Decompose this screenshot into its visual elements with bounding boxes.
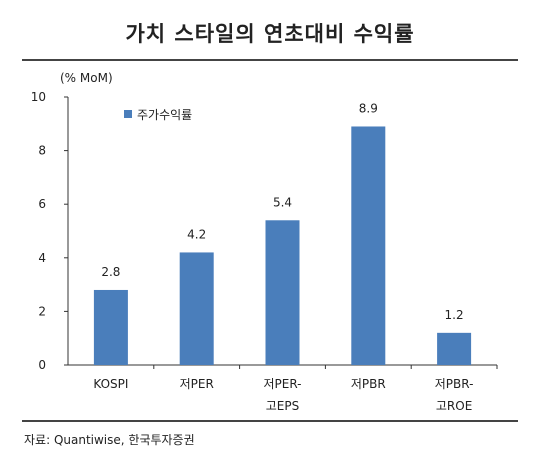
bar bbox=[265, 220, 300, 365]
bar bbox=[351, 126, 386, 365]
x-tick-label: 고EPS bbox=[266, 399, 299, 413]
y-tick-label: 6 bbox=[38, 197, 46, 211]
x-tick-label: 저PER bbox=[180, 377, 214, 391]
data-label: 1.2 bbox=[445, 308, 464, 322]
data-label: 2.8 bbox=[101, 265, 120, 279]
bar bbox=[437, 332, 472, 365]
y-tick-label: 2 bbox=[38, 304, 46, 318]
y-tick-label: 0 bbox=[38, 358, 46, 372]
bar bbox=[93, 289, 128, 365]
x-tick-label: KOSPI bbox=[93, 377, 128, 391]
source-note: 자료: Quantiwise, 한국투자증권 bbox=[24, 433, 195, 447]
title-divider bbox=[22, 59, 518, 61]
x-tick-label: 고ROE bbox=[436, 399, 472, 413]
x-tick-label: 저PER- bbox=[263, 377, 301, 391]
data-label: 5.4 bbox=[273, 195, 292, 209]
data-label: 4.2 bbox=[187, 227, 206, 241]
y-tick-label: 4 bbox=[38, 251, 46, 265]
y-axis-label: (% MoM) bbox=[60, 71, 113, 85]
data-label: 8.9 bbox=[359, 101, 378, 115]
legend-label: 주가수익률 bbox=[137, 108, 192, 122]
bar-chart: (% MoM) 0 2 4 6 8 10 2.8 KOSPI 4.2 저PER 5.4 저PER- 고EP… bbox=[31, 71, 498, 413]
footer-divider bbox=[22, 420, 518, 422]
legend-swatch bbox=[124, 110, 132, 118]
chart-title: 가치 스타일의 연초대비 수익률 bbox=[125, 22, 415, 46]
y-tick-label: 8 bbox=[38, 144, 46, 158]
bar bbox=[179, 252, 214, 365]
y-tick-label: 10 bbox=[31, 90, 46, 104]
x-tick-label: 저PBR- bbox=[435, 377, 474, 391]
x-tick-label: 저PBR bbox=[351, 377, 386, 391]
